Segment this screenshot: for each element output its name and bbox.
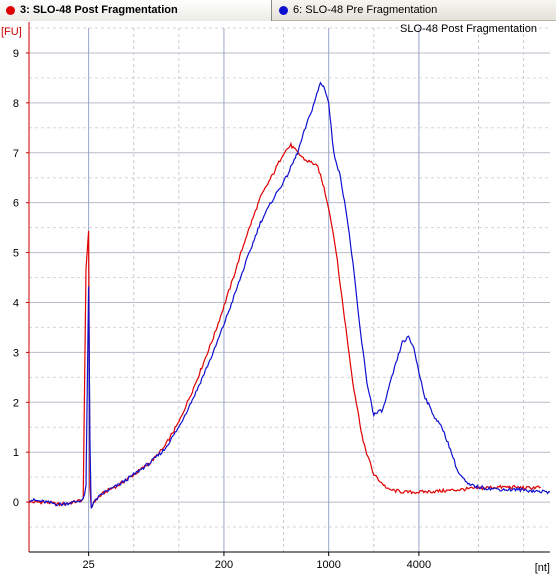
red-dot-icon bbox=[6, 6, 15, 15]
y-tick-label: 5 bbox=[13, 248, 19, 260]
series-layer bbox=[28, 81, 551, 509]
y-tick-label: 1 bbox=[13, 447, 19, 459]
x-axis-label: [nt] bbox=[535, 562, 550, 574]
chart-title: SLO-48 Post Fragmentation bbox=[400, 23, 537, 35]
y-tick-label: 3 bbox=[13, 347, 19, 359]
y-axis-label: [FU] bbox=[1, 26, 22, 38]
y-tick-label: 8 bbox=[13, 98, 19, 110]
tab-post-fragmentation-label: 3: SLO-48 Post Fragmentation bbox=[20, 4, 178, 16]
series-line-1 bbox=[28, 141, 541, 508]
x-tick-label: 4000 bbox=[407, 559, 431, 571]
y-tick-label: 2 bbox=[13, 397, 19, 409]
sample-tab-bar: 3: SLO-48 Post Fragmentation 6: SLO-48 P… bbox=[0, 0, 556, 21]
electropherogram-chart: 0 1 2 3 4 5 6 7 8 9 25 200 1000 4000 SLO-48 Post Frag… bbox=[1, 22, 551, 574]
x-tick-label: 200 bbox=[215, 559, 233, 571]
y-tick-label: 7 bbox=[13, 148, 19, 160]
grid-lines bbox=[29, 27, 550, 553]
x-tick-label: 1000 bbox=[316, 559, 340, 571]
tab-pre-fragmentation[interactable]: 6: SLO-48 Pre Fragmentation bbox=[273, 0, 556, 21]
y-tick-label: 9 bbox=[13, 48, 19, 60]
blue-dot-icon bbox=[279, 6, 288, 15]
y-tick-label: 6 bbox=[13, 198, 19, 210]
marker-lines bbox=[88, 28, 525, 552]
y-tick-label: 0 bbox=[13, 497, 19, 509]
y-tick-label: 4 bbox=[13, 297, 19, 309]
tab-post-fragmentation[interactable]: 3: SLO-48 Post Fragmentation bbox=[0, 0, 272, 21]
series-line-2 bbox=[29, 81, 551, 509]
x-tick-label: 25 bbox=[83, 559, 95, 571]
axes: 0 1 2 3 4 5 6 7 8 9 25 200 1000 4000 bbox=[13, 22, 550, 571]
tab-pre-fragmentation-label: 6: SLO-48 Pre Fragmentation bbox=[293, 4, 438, 16]
